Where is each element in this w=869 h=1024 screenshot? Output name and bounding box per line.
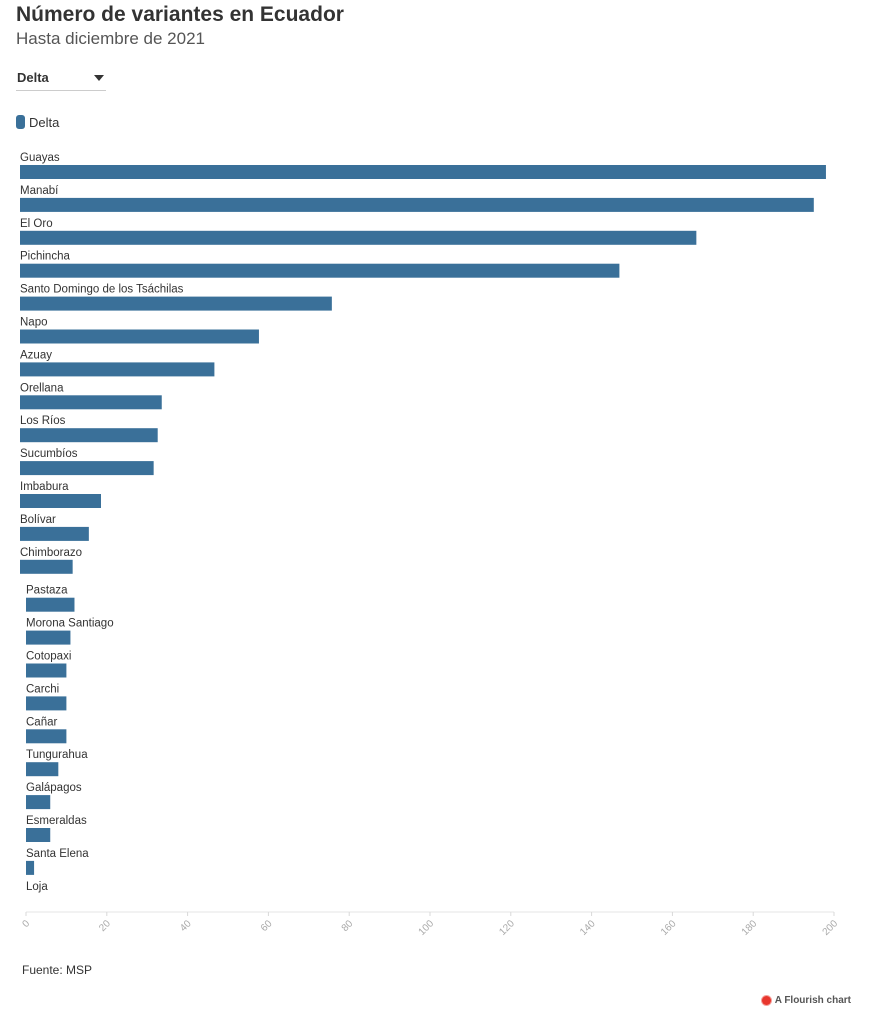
category-label: Galápagos — [26, 782, 82, 794]
category-label: Sucumbíos — [20, 448, 78, 460]
category-label: El Oro — [20, 218, 53, 230]
bar[interactable] — [20, 395, 162, 410]
bar[interactable] — [26, 762, 59, 777]
x-tick-label: 120 — [497, 918, 517, 938]
x-tick-label: 20 — [97, 918, 113, 934]
category-label: Azuay — [20, 349, 52, 361]
bar[interactable] — [26, 663, 67, 678]
bar[interactable] — [20, 230, 697, 245]
category-label: Santo Domingo de los Tsáchilas — [20, 284, 184, 296]
chart-title: Número de variantes en Ecuador — [16, 3, 344, 26]
category-label: Morona Santiago — [26, 618, 114, 630]
bar[interactable] — [20, 197, 814, 212]
category-label: Pastaza — [26, 585, 68, 597]
category-label: Cotopaxi — [26, 651, 71, 663]
bar[interactable] — [20, 526, 89, 541]
x-axis: 0 20 40 60 80 100 120 140 160 180 200 — [20, 911, 841, 938]
bar-chart: Guayas Manabí El Oro Pichincha Santo Domingo… — [20, 152, 841, 938]
variant-dropdown-value: Delta — [17, 70, 49, 85]
legend-label: Delta — [29, 114, 60, 130]
bar[interactable] — [26, 729, 67, 744]
category-label: Pichincha — [20, 251, 70, 263]
flourish-credit-link[interactable]: A Flourish chart — [761, 995, 851, 1006]
x-tick-label: 200 — [821, 918, 841, 938]
bar[interactable] — [20, 329, 259, 344]
category-label: Manabí — [20, 185, 59, 197]
flourish-credit-label: A Flourish chart — [774, 995, 851, 1006]
category-label: Bolívar — [20, 514, 56, 526]
bars-layer: Guayas Manabí El Oro Pichincha Santo Domingo… — [20, 152, 826, 893]
category-label: Tungurahua — [26, 749, 88, 761]
bar[interactable] — [20, 296, 332, 311]
category-label: Guayas — [20, 152, 60, 164]
bar[interactable] — [20, 461, 154, 476]
bar[interactable] — [20, 559, 73, 574]
category-label: Esmeraldas — [26, 815, 87, 827]
bar[interactable] — [20, 428, 158, 443]
bar[interactable] — [26, 860, 35, 875]
x-tick-label: 0 — [20, 918, 32, 930]
bar[interactable] — [26, 696, 67, 711]
category-label: Loja — [26, 881, 48, 893]
bar[interactable] — [20, 362, 215, 377]
x-tick-label: 180 — [740, 918, 760, 938]
bar[interactable] — [20, 263, 620, 278]
category-label: Los Ríos — [20, 415, 66, 427]
x-tick-label: 160 — [659, 918, 679, 938]
x-tick-label: 40 — [178, 918, 194, 934]
x-tick-label: 60 — [259, 918, 275, 934]
x-tick-label: 100 — [417, 918, 437, 938]
legend: Delta — [16, 114, 59, 130]
bar[interactable] — [26, 630, 71, 645]
category-label: Napo — [20, 317, 48, 329]
variant-dropdown[interactable]: Delta — [16, 68, 106, 91]
chevron-down-icon — [94, 75, 104, 81]
flourish-logo-icon — [761, 996, 771, 1005]
category-label: Imbabura — [20, 481, 69, 493]
chart-subtitle: Hasta diciembre de 2021 — [16, 29, 206, 48]
x-tick-label: 140 — [578, 918, 598, 938]
category-label: Cañar — [26, 716, 57, 728]
category-label: Carchi — [26, 683, 59, 695]
bar[interactable] — [26, 795, 51, 810]
category-label: Orellana — [20, 382, 64, 394]
legend-swatch — [16, 115, 25, 129]
bar[interactable] — [26, 597, 75, 612]
source-note: Fuente: MSP — [22, 963, 93, 977]
bar[interactable] — [20, 165, 826, 179]
bar[interactable] — [20, 494, 101, 508]
x-tick-label: 80 — [340, 918, 356, 934]
category-label: Santa Elena — [26, 848, 89, 860]
bar[interactable] — [26, 828, 51, 842]
category-label: Chimborazo — [20, 547, 82, 559]
